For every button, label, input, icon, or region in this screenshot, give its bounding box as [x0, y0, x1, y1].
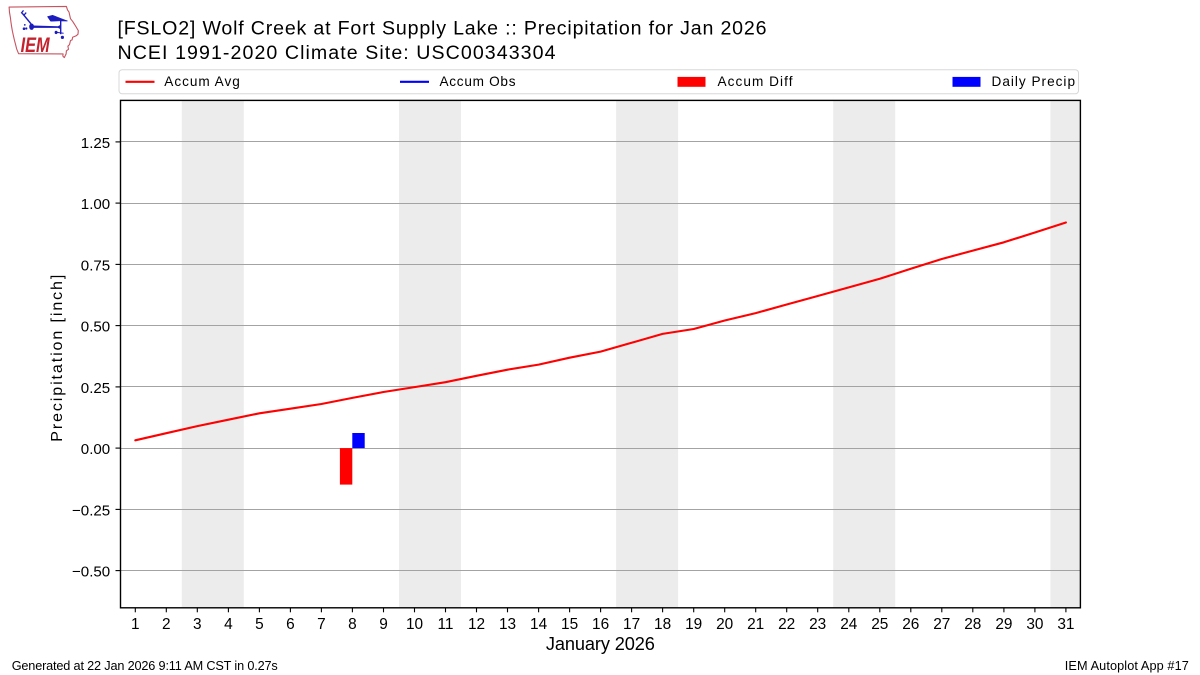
- svg-text:30: 30: [1026, 616, 1043, 633]
- svg-text:NCEI 1991-2020 Climate Site: U: NCEI 1991-2020 Climate Site: USC00343304: [118, 42, 556, 64]
- svg-text:0.75: 0.75: [81, 258, 110, 275]
- svg-text:5: 5: [255, 616, 264, 633]
- svg-text:25: 25: [871, 616, 888, 633]
- svg-text:[FSLO2] Wolf Creek at Fort Sup: [FSLO2] Wolf Creek at Fort Supply Lake :…: [118, 18, 767, 40]
- svg-text:1: 1: [131, 616, 140, 633]
- svg-text:11: 11: [438, 616, 454, 633]
- svg-text:15: 15: [561, 616, 578, 633]
- svg-text:19: 19: [685, 616, 702, 633]
- svg-text:−0.25: −0.25: [72, 503, 110, 520]
- svg-text:23: 23: [809, 616, 826, 633]
- svg-text:26: 26: [902, 616, 919, 633]
- svg-text:8: 8: [348, 616, 357, 633]
- svg-text:31: 31: [1057, 616, 1074, 633]
- svg-text:IEM: IEM: [21, 34, 51, 58]
- svg-text:27: 27: [933, 616, 950, 633]
- svg-text:29: 29: [995, 616, 1012, 633]
- svg-text:21: 21: [747, 616, 764, 633]
- svg-text:Accum Diff: Accum Diff: [718, 74, 793, 89]
- svg-text:17: 17: [623, 616, 640, 633]
- svg-text:24: 24: [840, 616, 858, 633]
- svg-text:0.25: 0.25: [81, 380, 110, 397]
- svg-text:1.00: 1.00: [81, 196, 110, 213]
- svg-text:0.00: 0.00: [81, 441, 110, 458]
- svg-text:14: 14: [530, 616, 548, 633]
- svg-text:7: 7: [317, 616, 326, 633]
- svg-text:Generated at 22 Jan 2026 9:11: Generated at 22 Jan 2026 9:11 AM CST in …: [12, 659, 278, 673]
- svg-text:−0.50: −0.50: [72, 564, 110, 581]
- svg-text:Daily Precip: Daily Precip: [992, 74, 1076, 89]
- svg-text:Accum Avg: Accum Avg: [164, 74, 240, 89]
- svg-text:20: 20: [716, 616, 733, 633]
- svg-text:6: 6: [286, 616, 295, 633]
- svg-text:12: 12: [468, 616, 485, 633]
- svg-text:18: 18: [654, 616, 671, 633]
- svg-text:9: 9: [379, 616, 388, 633]
- svg-text:28: 28: [964, 616, 981, 633]
- svg-text:10: 10: [406, 616, 423, 633]
- svg-text:January 2026: January 2026: [546, 634, 655, 654]
- svg-text:16: 16: [592, 616, 609, 633]
- svg-text:IEM Autoplot App #17: IEM Autoplot App #17: [1065, 659, 1189, 673]
- svg-text:13: 13: [499, 616, 516, 633]
- svg-text:0.50: 0.50: [81, 319, 110, 336]
- svg-text:2: 2: [162, 616, 171, 633]
- svg-text:Accum Obs: Accum Obs: [440, 74, 516, 89]
- svg-text:1.25: 1.25: [81, 135, 110, 152]
- svg-text:Precipitation [inch]: Precipitation [inch]: [49, 275, 66, 442]
- svg-text:4: 4: [224, 616, 233, 633]
- svg-text:22: 22: [778, 616, 795, 633]
- svg-text:3: 3: [193, 616, 202, 633]
